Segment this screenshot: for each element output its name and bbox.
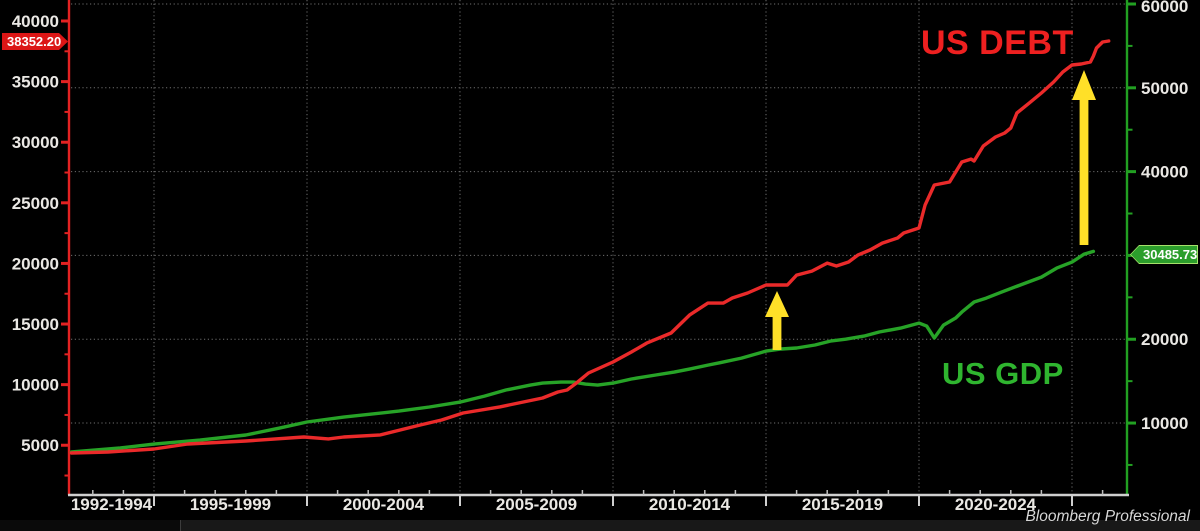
left-tick-label: 15000 xyxy=(12,315,59,334)
left-tick-label: 30000 xyxy=(12,133,59,152)
brand-text: Bloomberg Professional xyxy=(1025,508,1190,525)
series-label-us-debt: US DEBT xyxy=(921,24,1074,62)
left-tick-label: 40000 xyxy=(12,12,59,31)
left-tick-label: 5000 xyxy=(21,436,59,455)
left-tick-label: 25000 xyxy=(12,194,59,213)
gdp-last-value-badge: 30485.73 xyxy=(1130,245,1198,264)
left-tick-label: 35000 xyxy=(12,73,59,92)
right-tick-label: 40000 xyxy=(1141,163,1188,182)
x-tick-label: 2010-2014 xyxy=(649,495,731,514)
series-label-us-gdp: US GDP xyxy=(942,356,1064,391)
x-tick-label: 1992-1994 xyxy=(71,495,153,514)
right-tick-label: 10000 xyxy=(1141,414,1188,433)
debt-last-value-badge: 38352.20 xyxy=(2,33,68,50)
right-tick-label: 60000 xyxy=(1141,0,1188,16)
x-tick-label: 2015-2019 xyxy=(802,495,883,514)
bottom-bar xyxy=(0,520,1200,531)
left-tick-label: 10000 xyxy=(12,376,59,395)
series-line-us-gdp xyxy=(69,249,1096,454)
right-tick-label: 20000 xyxy=(1141,330,1188,349)
annotation-arrow-up-large xyxy=(1072,70,1096,245)
bottom-bar-left-segment xyxy=(0,520,181,531)
gdp-last-value-text: 30485.73 xyxy=(1131,246,1197,263)
left-tick-label: 20000 xyxy=(12,254,59,273)
x-tick-label: 2005-2009 xyxy=(496,495,577,514)
right-tick-label: 50000 xyxy=(1141,79,1188,98)
series-line-us-debt xyxy=(69,39,1111,455)
annotation-arrow-up-small xyxy=(765,291,789,350)
x-tick-label: 1995-1999 xyxy=(190,495,271,514)
x-tick-label: 2000-2004 xyxy=(343,495,425,514)
x-tick-label: 2020-2024 xyxy=(955,495,1037,514)
